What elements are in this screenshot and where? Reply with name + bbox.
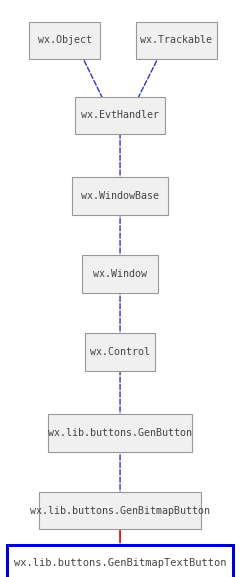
- Text: wx.EvtHandler: wx.EvtHandler: [81, 110, 159, 121]
- Bar: [39, 492, 201, 530]
- Bar: [48, 414, 192, 451]
- Bar: [7, 545, 233, 577]
- Bar: [136, 21, 217, 59]
- Bar: [85, 333, 155, 370]
- Text: wx.lib.buttons.GenButton: wx.lib.buttons.GenButton: [48, 428, 192, 438]
- Text: wx.Object: wx.Object: [38, 35, 92, 46]
- Text: wx.lib.buttons.GenBitmapTextButton: wx.lib.buttons.GenBitmapTextButton: [14, 557, 226, 568]
- Text: wx.lib.buttons.GenBitmapButton: wx.lib.buttons.GenBitmapButton: [30, 505, 210, 516]
- Text: wx.Control: wx.Control: [90, 347, 150, 357]
- Bar: [29, 21, 100, 59]
- Text: wx.WindowBase: wx.WindowBase: [81, 191, 159, 201]
- Bar: [82, 255, 158, 293]
- Text: wx.Trackable: wx.Trackable: [140, 35, 212, 46]
- Bar: [72, 177, 168, 215]
- Bar: [75, 97, 165, 134]
- Text: wx.Window: wx.Window: [93, 269, 147, 279]
